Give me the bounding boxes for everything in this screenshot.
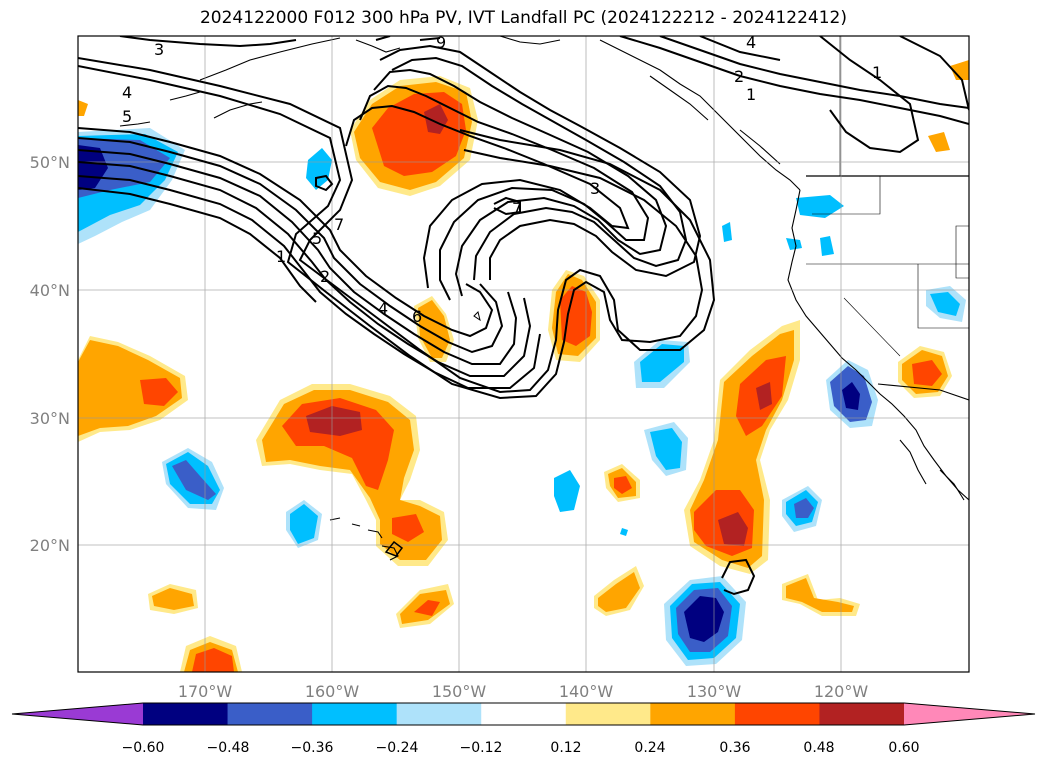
contour-label: 1 [276,247,286,266]
map-frame [77,35,970,673]
lat-label: 40°N [30,281,70,300]
colorbar-tick-label: 0.48 [803,740,834,756]
colorbar-segment [565,703,651,725]
coastlines [119,36,969,561]
contour-label: 5 [122,107,132,126]
colorbar-tick-label: −0.24 [376,740,419,756]
contour-label: 2 [320,267,330,286]
colorbar-segment [481,703,567,725]
colorbar-tick-label: 0.36 [719,740,750,756]
contour-label: 1 [746,85,756,104]
map-panel: 3 4 5 1 2 5 7 4 6 3 7 9 4 2 1 1 [78,33,969,672]
contour-label: 4 [378,299,388,318]
lon-label: 120°W [814,682,869,701]
colorbar-tick-label: 0.24 [634,740,665,756]
colorbar-segment [143,703,229,725]
lon-label: 150°W [432,682,487,701]
contour-label: 2 [734,67,744,86]
contour-labels: 3 4 5 1 2 5 7 4 6 3 7 9 4 2 1 1 [122,33,882,326]
contour-label: 9 [436,33,446,52]
lon-label: 170°W [178,682,233,701]
contour-label: 4 [746,33,756,52]
colorbar-tick-label: 0.12 [550,740,581,756]
lat-label: 30°N [30,409,70,428]
contour-label: 3 [590,179,600,198]
lat-label: 50°N [30,153,70,172]
lon-label: 160°W [305,682,360,701]
lat-label: 20°N [30,536,70,555]
contour-label: 4 [122,83,132,102]
colorbar-labels: −0.60 −0.48 −0.36 −0.24 −0.12 0.12 0.24 … [122,740,920,756]
colorbar-segment [819,703,905,725]
colorbar-extend-low [12,703,143,725]
colorbar-tick-label: −0.48 [207,740,250,756]
contour-label: 7 [512,199,522,218]
colorbar-segment [396,703,482,725]
lon-label: 140°W [559,682,614,701]
colorbar-segment [650,703,736,725]
colorbar [11,702,1036,726]
longitude-labels: 170°W 160°W 150°W 140°W 130°W 120°W [178,682,869,701]
contour-label: 3 [154,40,164,59]
colorbar-outline [11,702,1036,726]
pv-contours [78,36,969,596]
latitude-labels: 50°N 40°N 30°N 20°N [30,153,70,555]
contour-label: 5 [312,229,322,248]
contour-label: 7 [334,215,344,234]
contour-label: 1 [872,63,882,82]
colorbar-segment [734,703,820,725]
colorbar-tick-label: 0.60 [888,740,919,756]
colorbar-tick-label: −0.12 [460,740,503,756]
colorbar-tick-label: −0.60 [122,740,165,756]
colorbar-tick-label: −0.36 [291,740,334,756]
map-gridlines [78,36,969,672]
lon-label: 130°W [687,682,742,701]
colorbar-segment [227,703,313,725]
map-title: 2024122000 F012 300 hPa PV, IVT Landfall… [199,8,847,28]
contour-label: 6 [412,307,422,326]
negative-anomaly-regions [78,128,966,666]
colorbar-extend-high [904,703,1035,725]
colorbar-segment [312,703,398,725]
